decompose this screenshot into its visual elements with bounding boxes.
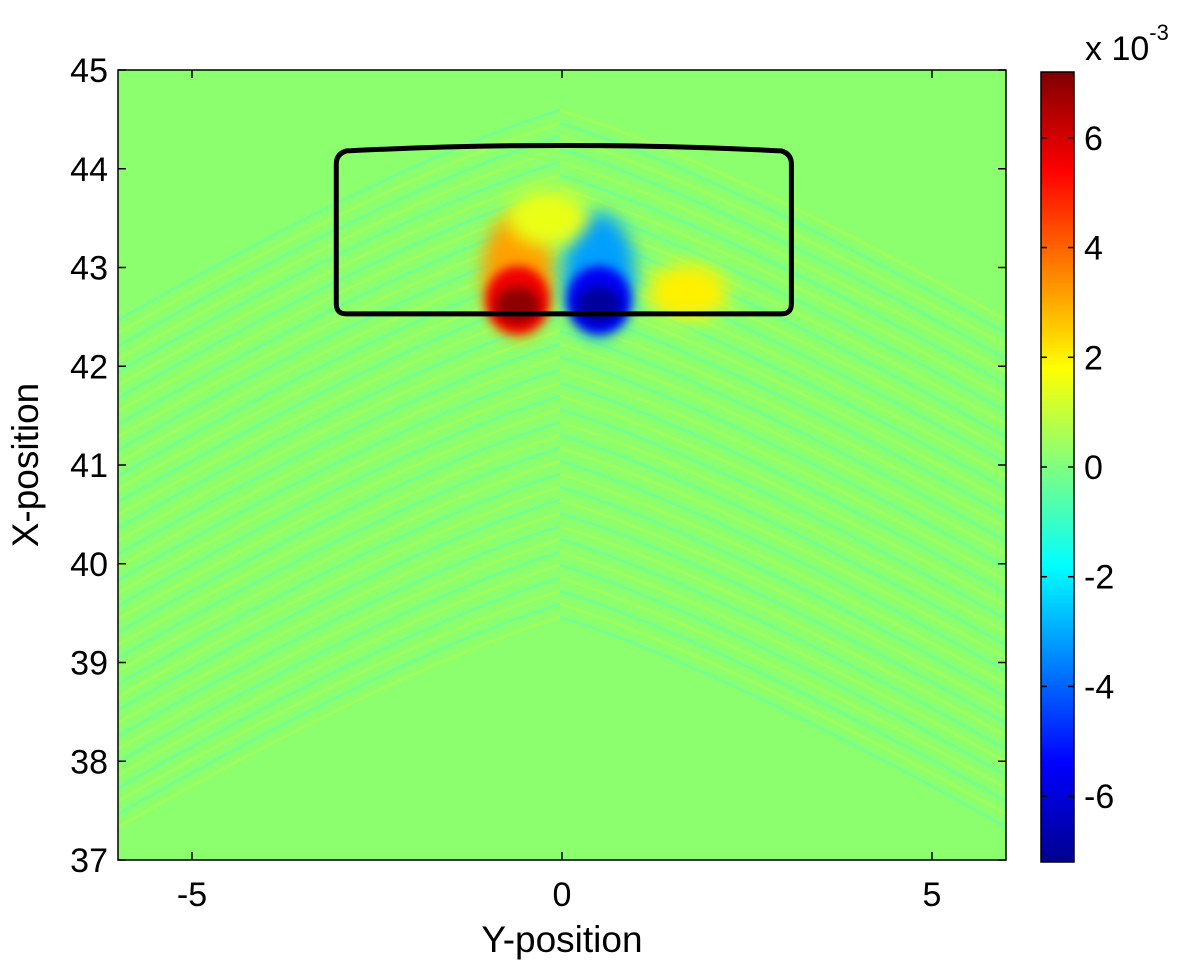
stripe-right [559,173,1006,387]
stripe-right [559,602,1006,816]
stripe-right [559,355,1006,569]
stripe-left [118,433,561,647]
stripe-left [118,407,561,621]
stripe-left [118,576,561,790]
stripe-left [118,550,561,764]
y-tick-label: 43 [70,250,108,288]
y-tick-label: 41 [70,447,108,485]
y-tick-label: 39 [70,645,108,683]
stripe-right [559,368,1006,582]
stripe-right [559,121,1006,335]
y-axis-label: X-position [5,383,46,548]
feature-right-positive-lobe [647,264,728,321]
stripe-left [118,134,561,348]
colorbar-tick-label: 2 [1084,339,1103,377]
stripe-left [118,381,561,595]
y-tick-label: 44 [70,151,108,189]
y-tick-label: 40 [70,546,108,584]
stripe-right [559,147,1006,361]
stripe-right [559,108,1006,322]
stripe-right [559,342,1006,556]
stripe-left [118,615,561,829]
stripe-left [118,355,561,569]
x-axis-label: Y-position [481,919,642,960]
x-axis-ticks: -5 0 5 [177,70,942,914]
x-tick-label: -5 [177,876,207,914]
colorbar-tick-label: 6 [1084,120,1103,158]
y-tick-label: 42 [70,348,108,386]
stripe-left [118,368,561,582]
x-tick-label: 0 [553,876,572,914]
stripe-right [559,498,1006,712]
stripe-right [559,459,1006,673]
stripe-right [559,550,1006,764]
stripe-right [559,134,1006,348]
stripe-left [118,485,561,699]
stripe-right [559,381,1006,595]
stripe-right [559,407,1006,621]
stripe-left [118,108,561,322]
stripe-right [559,537,1006,751]
feature-upper-positive-band [507,190,588,247]
stripe-left [118,394,561,608]
stripe-left [118,602,561,816]
stripe-left [118,511,561,725]
feature-negative-lobe [563,213,635,338]
stripe-left [118,446,561,660]
stripe-right [559,433,1006,647]
stripe-left [118,524,561,738]
stripe-right [559,329,1006,543]
colorbar-ticks: -6 -4 -2 0 2 4 6 [1041,120,1114,816]
stripe-left [118,173,561,387]
colorbar-multiplier-base: x 10 [1085,30,1149,68]
colorbar-multiplier: x 10-3 [1085,20,1169,68]
stripe-right [559,186,1006,400]
x-tick-label: 5 [923,876,942,914]
stripe-right [559,394,1006,608]
stripe-left [118,498,561,712]
stripe-right [559,563,1006,777]
stripe-left [118,160,561,374]
stripe-left [118,459,561,673]
stripe-right [559,485,1006,699]
stripe-right [559,524,1006,738]
colorbar-tick-label: 4 [1084,230,1103,268]
stripe-left [118,472,561,686]
colorbar-tick-label: 0 [1084,449,1103,487]
stripe-right [559,511,1006,725]
y-tick-label: 37 [70,842,108,880]
stripe-left [118,121,561,335]
stripe-left [118,420,561,634]
stripe-left [118,147,561,361]
colorbar-tick-label: -4 [1084,668,1114,706]
stripe-left [118,563,561,777]
y-tick-label: 38 [70,743,108,781]
heatmap-field [118,108,1006,829]
stripe-right [559,589,1006,803]
colorbar-multiplier-exponent: -3 [1149,20,1169,45]
stripe-left [118,537,561,751]
stripe-right [559,615,1006,829]
stripe-right [559,472,1006,686]
stripe-right [559,446,1006,660]
y-tick-label: 45 [70,52,108,90]
region-outline [333,142,794,317]
stripe-right [559,160,1006,374]
stripe-left [118,329,561,543]
y-axis-ticks: 37 38 39 40 41 42 43 44 45 [70,52,1006,880]
stripe-left [118,589,561,803]
stripe-right [559,576,1006,790]
colorbar-tick-label: -2 [1084,559,1114,597]
colorbar-tick-label: -6 [1084,778,1114,816]
stripe-right [559,420,1006,634]
stripe-left [118,342,561,556]
